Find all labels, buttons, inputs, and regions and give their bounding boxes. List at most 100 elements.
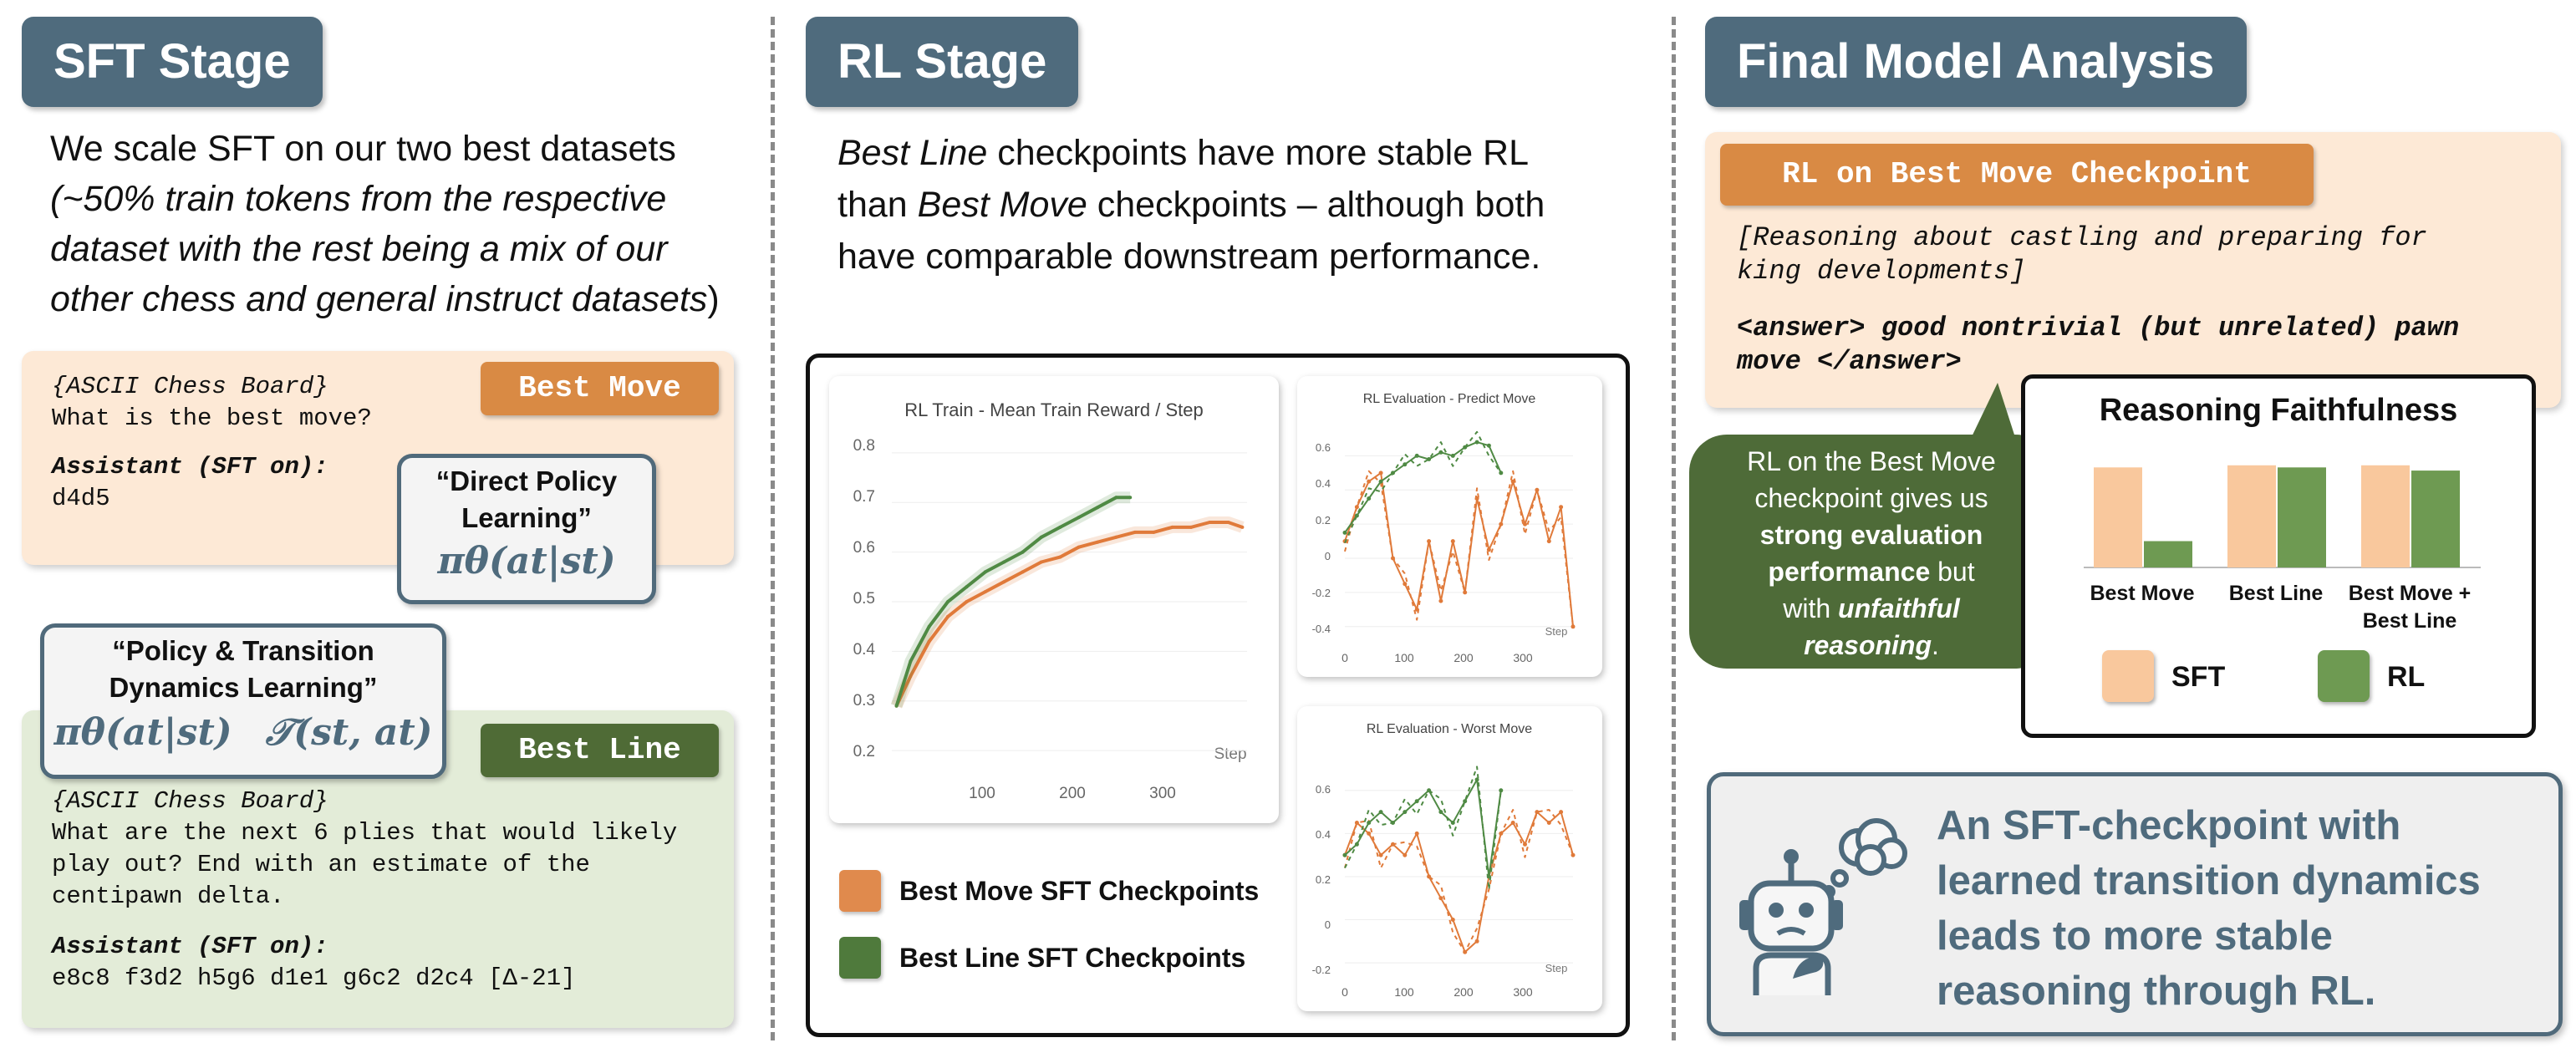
data-point — [946, 600, 950, 603]
data-point — [894, 704, 899, 708]
data-point — [1378, 471, 1383, 476]
speech-bubble-text: RL on the Best Move checkpoint gives us … — [1692, 443, 2051, 664]
predict-chart: RL Evaluation - Predict Move -0.4 -0.2 0… — [1312, 392, 1576, 664]
worst-series-group — [1342, 766, 1576, 964]
best-line-line3: play out? End with an estimate of the — [52, 851, 590, 878]
faithfulness-bar — [2144, 541, 2192, 567]
data-point — [1354, 821, 1359, 825]
data-point — [1354, 842, 1359, 847]
thinking-robot-icon — [1739, 818, 1907, 995]
conclusion-l2: learned transition dynamics — [1937, 858, 2481, 903]
worst-ytick-4: 0.6 — [1316, 783, 1331, 796]
data-point — [1096, 506, 1100, 510]
divider-left — [771, 17, 775, 1040]
best-line-line4: centipawn delta. — [52, 883, 285, 910]
data-point — [1039, 535, 1043, 539]
data-point — [1133, 530, 1137, 534]
train-chart-yticks: 0.2 0.3 0.4 0.5 0.6 0.7 0.8 — [853, 437, 876, 760]
conclusion-card: An SFT-checkpoint with learned transitio… — [1707, 772, 2563, 1036]
series-dashed-0 — [1344, 809, 1574, 954]
data-point — [1391, 471, 1395, 476]
bubble-l1: RL on the Best Move — [1747, 446, 1996, 476]
data-point — [1463, 445, 1468, 450]
data-point — [1152, 530, 1156, 534]
data-point — [1546, 821, 1551, 825]
faithfulness-bar — [2227, 465, 2276, 567]
direct-policy-title1: “Direct Policy — [435, 465, 618, 496]
train-chart: RL Train - Mean Train Reward / Step 0.2 … — [853, 399, 1247, 802]
data-point — [1427, 874, 1432, 879]
data-point — [983, 570, 987, 574]
data-point — [1342, 852, 1347, 857]
data-point — [1427, 539, 1432, 544]
data-point — [1463, 799, 1468, 804]
worst-chart: RL Evaluation - Worst Move -0.2 0 0.2 0.… — [1312, 722, 1576, 999]
final-analysis-title: Final Model Analysis — [1705, 17, 2247, 107]
faithfulness-bars — [2094, 465, 2460, 567]
data-point — [946, 614, 950, 618]
series-dashed-0 — [1344, 470, 1574, 627]
conclusion-text: An SFT-checkpoint with learned transitio… — [1937, 798, 2547, 1019]
transition-policy-box: “Policy & Transition Dynamics Learning” … — [40, 623, 446, 779]
data-point — [1114, 535, 1118, 539]
data-point — [1438, 896, 1443, 901]
data-point — [1367, 479, 1372, 484]
train-ytick-0: 0.2 — [853, 743, 875, 760]
bubble-l4-wrap: performance but — [1692, 553, 2051, 590]
predict-series-group — [1342, 430, 1576, 629]
rl-intro-t2b: checkpoints – although both — [1087, 185, 1545, 225]
transition-policy-title1: “Policy & Transition — [112, 635, 374, 666]
data-point — [1378, 852, 1383, 857]
worst-chart-panel: RL Evaluation - Worst Move -0.2 0 0.2 0.… — [1297, 706, 1602, 1011]
data-point — [965, 585, 969, 589]
data-point — [1486, 874, 1491, 879]
faithfulness-legend-sft-swatch — [2102, 650, 2154, 702]
data-point — [1002, 580, 1006, 584]
predict-ytick-1: -0.2 — [1312, 587, 1331, 599]
predict-ytick-5: 0.6 — [1316, 441, 1331, 454]
data-point — [1427, 457, 1432, 461]
data-point — [1414, 799, 1419, 804]
best-move-tag: Best Move — [481, 362, 719, 415]
bubble-l6: reasoning — [1804, 630, 1932, 660]
rl-stage-title: RL Stage — [806, 17, 1079, 107]
bubble-l2: checkpoint gives us — [1754, 483, 1988, 513]
series-line-1 — [894, 496, 1131, 707]
data-point — [1342, 530, 1347, 535]
bubble-l4b: but — [1930, 557, 1975, 587]
data-point — [965, 600, 969, 603]
series-line-1 — [1344, 441, 1502, 533]
data-point — [1499, 471, 1504, 476]
series-dashed-1 — [1344, 766, 1502, 891]
bubble-l5: with — [1783, 593, 1839, 623]
faithfulness-cat3a: Best Move + — [2349, 582, 2472, 605]
data-point — [1450, 821, 1455, 825]
rl-intro-line1: Best Line checkpoints have more stable R… — [837, 127, 1623, 179]
worst-xlabel: Step — [1545, 962, 1568, 974]
data-point — [983, 590, 987, 594]
predict-xtick-3: 300 — [1513, 651, 1533, 664]
sft-stage-title: SFT Stage — [22, 17, 323, 107]
sft-intro-line4: other chess and general instruct dataset… — [50, 279, 708, 319]
data-point — [1463, 949, 1468, 954]
best-line-tag: Best Line — [481, 724, 719, 777]
rl-intro-t1: checkpoints have more stable RL — [987, 133, 1530, 173]
legend-item-best-move: Best Move SFT Checkpoints — [839, 867, 1259, 914]
thought-cloud-icon — [1822, 818, 1907, 898]
predict-ytick-4: 0.4 — [1316, 477, 1331, 490]
data-point — [1450, 539, 1455, 544]
transition-formula: 𝒯(st, at) — [265, 711, 433, 754]
rl-best-move-tag: RL on Best Move Checkpoint — [1720, 144, 2314, 206]
rl-intro-t2a: than — [837, 185, 918, 225]
data-point — [1367, 496, 1372, 501]
worst-xtick-0: 0 — [1341, 985, 1348, 999]
data-point — [1367, 821, 1372, 825]
train-ytick-2: 0.4 — [853, 641, 876, 659]
answer-line1: <answer> good nontrivial (but unrelated)… — [1737, 313, 2460, 343]
data-point — [1354, 513, 1359, 518]
divider-right — [1672, 17, 1676, 1040]
transition-policy-formulas: πθ(at|st) 𝒯(st, at) — [44, 711, 442, 754]
predict-xtick-2: 200 — [1453, 651, 1474, 664]
direct-policy-formula: πθ(at|st) — [437, 540, 616, 582]
rl-intro-text: Best Line checkpoints have more stable R… — [837, 127, 1623, 282]
